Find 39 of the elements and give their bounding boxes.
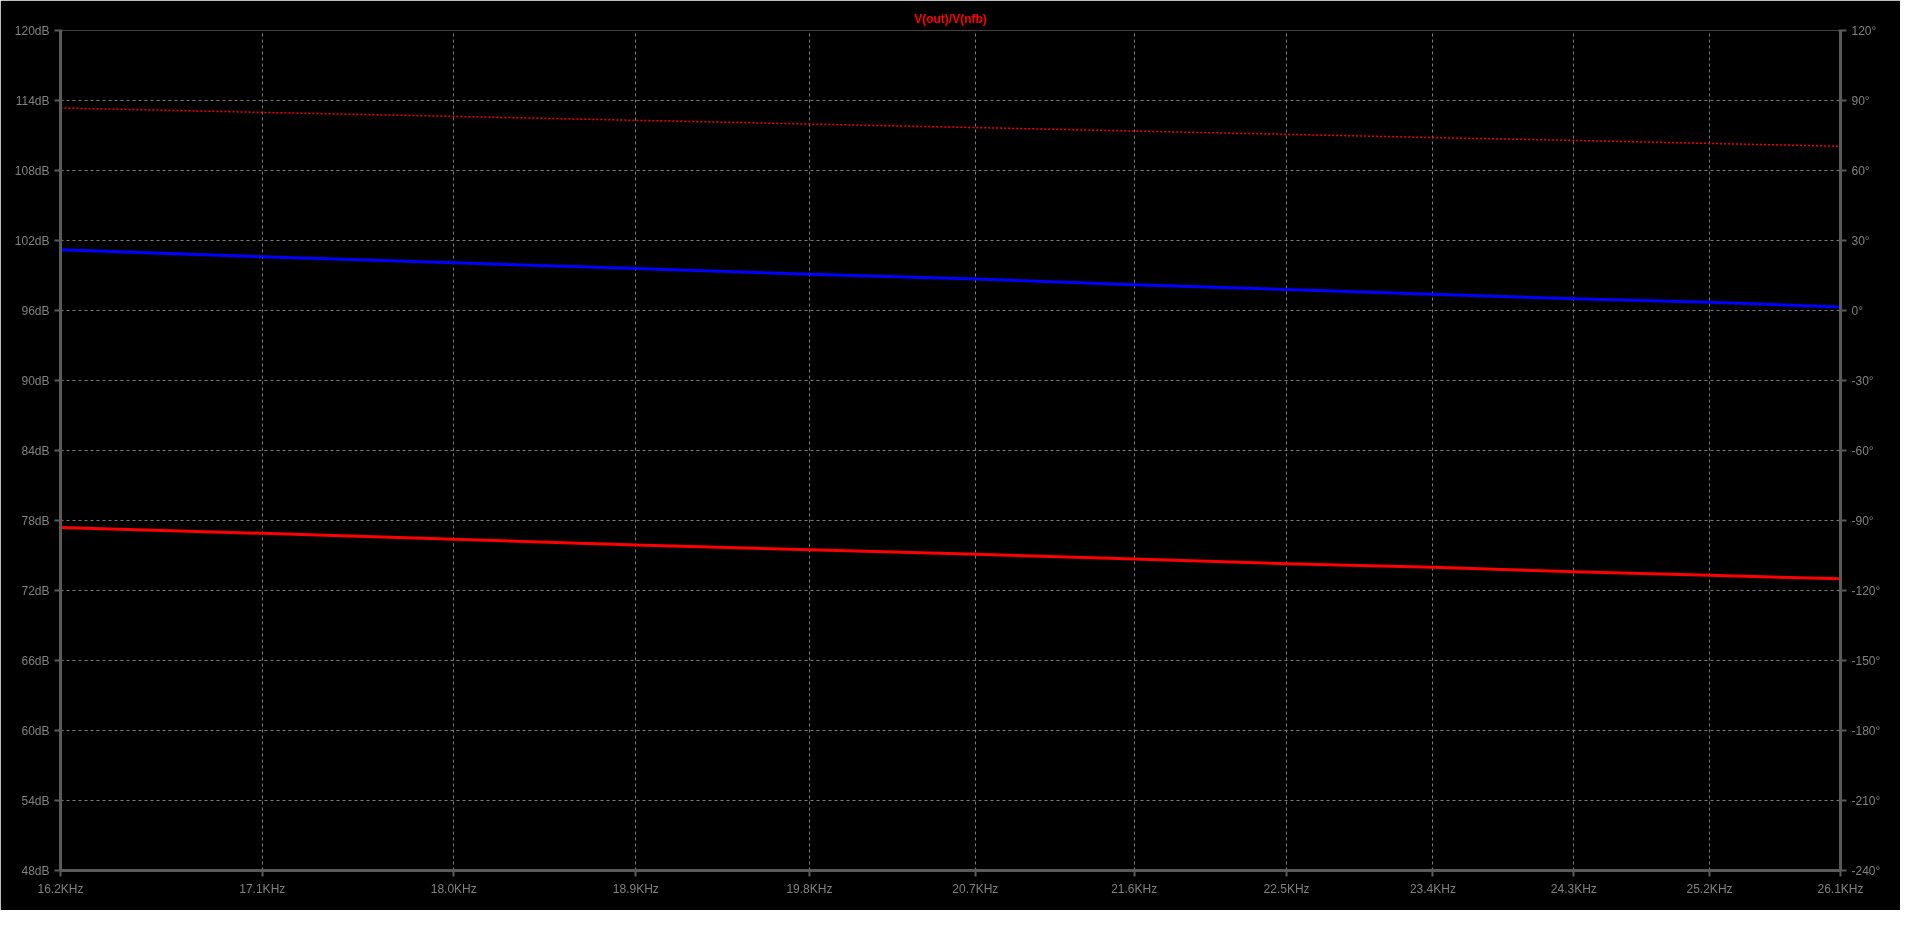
x-tick-label: 18.0KHz [430, 881, 477, 896]
y-tick-label: 108dB [14, 163, 50, 178]
y-tick-label: 114dB [15, 93, 50, 108]
y-tick-label: 96dB [21, 303, 50, 318]
y-tick-label: 60dB [21, 723, 50, 738]
x-tick-label: 23.4KHz [1409, 881, 1456, 896]
y-tick-label: 72dB [21, 583, 50, 598]
y2-tick-label: 30° [1851, 233, 1870, 248]
x-tick-label: 16.2KHz [37, 881, 84, 896]
y2-tick-label: 60° [1851, 163, 1870, 178]
y-tick-label: 102dB [14, 233, 50, 248]
x-tick-label: 26.1KHz [1817, 881, 1864, 896]
chart-title: V(out)/V(nfb) [914, 11, 987, 26]
y2-tick-label: 0° [1851, 303, 1864, 318]
y-tick-label: 90dB [21, 373, 50, 388]
x-tick-label: 25.2KHz [1686, 881, 1733, 896]
y2-tick-label: -150° [1851, 653, 1881, 668]
y2-tick-label: -60° [1851, 443, 1874, 458]
x-tick-label: 19.8KHz [786, 881, 833, 896]
y-tick-label: 48dB [21, 863, 50, 878]
y2-tick-label: 120° [1851, 23, 1877, 38]
y-tick-label: 84dB [21, 443, 50, 458]
y-tick-label: 78dB [21, 513, 50, 528]
y-tick-label: 66dB [21, 653, 50, 668]
x-tick-label: 17.1KHz [239, 881, 286, 896]
y2-tick-label: -210° [1851, 793, 1881, 808]
y-tick-label: 54dB [21, 793, 50, 808]
x-tick-label: 18.9KHz [612, 881, 659, 896]
x-tick-label: 24.3KHz [1550, 881, 1597, 896]
x-tick-label: 21.6KHz [1111, 881, 1158, 896]
y2-tick-label: 90° [1851, 93, 1870, 108]
x-tick-label: 20.7KHz [952, 881, 999, 896]
y2-tick-label: -240° [1851, 863, 1881, 878]
y2-tick-label: -120° [1851, 583, 1881, 598]
y-tick-label: 120dB [14, 23, 50, 38]
y2-tick-label: -180° [1851, 723, 1881, 738]
y2-tick-label: -90° [1851, 513, 1874, 528]
y2-tick-label: -30° [1851, 373, 1874, 388]
x-tick-label: 22.5KHz [1263, 881, 1310, 896]
